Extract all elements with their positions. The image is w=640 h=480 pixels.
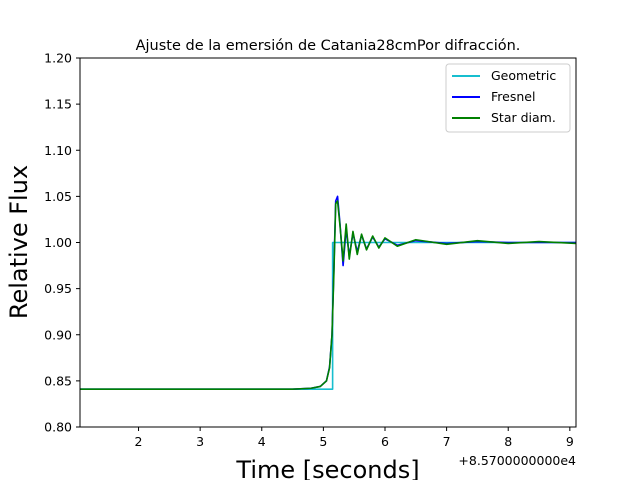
x-tick-label: 3 (196, 434, 204, 449)
y-tick-label: 0.85 (44, 373, 72, 388)
plot-area (80, 195, 576, 390)
x-tick-label: 6 (381, 434, 389, 449)
y-tick-label: 1.05 (44, 189, 72, 204)
y-tick-label: 0.95 (44, 281, 72, 296)
series-line-star-diam (80, 200, 576, 390)
x-tick-label: 9 (566, 434, 574, 449)
y-axis-label: Relative Flux (5, 165, 33, 319)
x-tick-label: 8 (504, 434, 512, 449)
x-axis: 2 3 4 5 6 7 8 9 (135, 427, 574, 449)
x-offset-text: +8.5700000000e4 (458, 453, 576, 468)
y-tick-label: 1.10 (44, 143, 72, 158)
y-tick-label: 1.15 (44, 97, 72, 112)
chart-title: Ajuste de la emersión de Catania28cmPor … (136, 38, 521, 54)
legend-label-geometric: Geometric (491, 68, 556, 83)
x-tick-label: 4 (258, 434, 266, 449)
y-tick-label: 0.90 (44, 327, 72, 342)
x-tick-label: 5 (319, 434, 327, 449)
legend-box (445, 63, 571, 133)
y-axis: 0.80 0.85 0.90 0.95 1.00 1.05 1.10 1.15 1.20 (44, 51, 80, 435)
legend-label-fresnel: Fresnel (491, 89, 535, 104)
x-tick-label: 7 (443, 434, 451, 449)
x-axis-label: Time [seconds] (235, 456, 419, 480)
series-layer (80, 195, 576, 390)
y-tick-label: 0.80 (44, 420, 72, 435)
legend: Geometric Fresnel Star diam. (445, 63, 571, 133)
y-tick-label: 1.20 (44, 51, 72, 66)
legend-label-star-diam: Star diam. (491, 110, 556, 125)
y-tick-label: 1.00 (44, 235, 72, 250)
x-tick-label: 2 (135, 434, 143, 449)
